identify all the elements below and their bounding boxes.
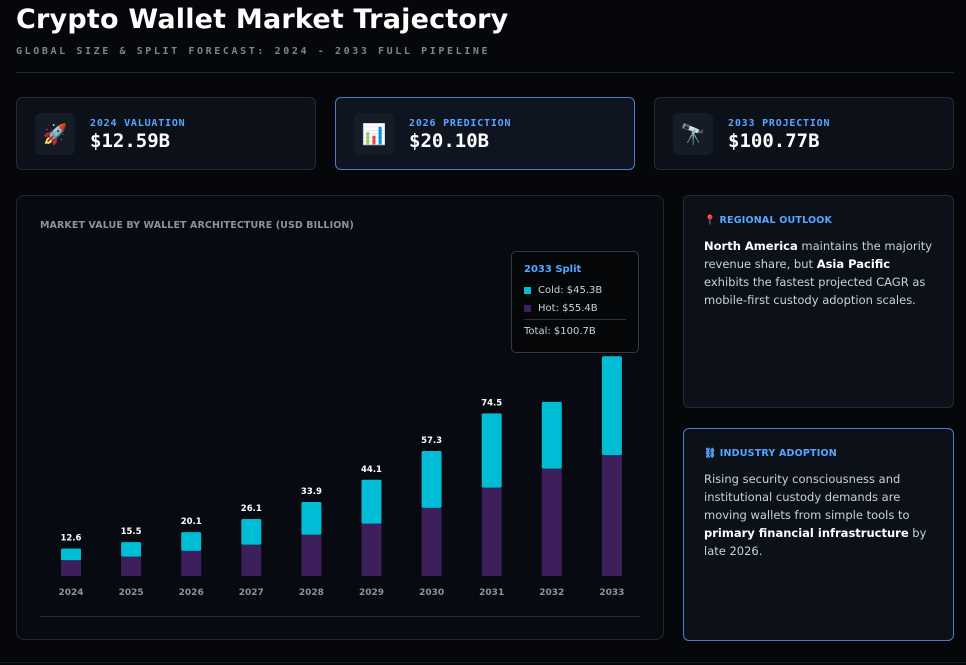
x-tick-label: 2033 bbox=[599, 588, 624, 598]
hot-swatch bbox=[524, 305, 531, 312]
kpi-value: $100.77B bbox=[728, 130, 820, 152]
regional-outlook-card: 📍 REGIONAL OUTLOOK North America maintai… bbox=[683, 195, 954, 408]
rocket-icon: 🚀 bbox=[35, 113, 75, 155]
x-tick-label: 2025 bbox=[119, 588, 144, 598]
tooltip-row-hot: Hot: $55.4B bbox=[524, 303, 598, 314]
industry-adoption-heading: ⛓ INDUSTRY ADOPTION bbox=[704, 448, 837, 459]
bar-hot-2026 bbox=[181, 550, 202, 576]
bar-cold-2028 bbox=[301, 502, 322, 535]
bar-hot-2029 bbox=[361, 523, 382, 576]
tooltip-cold-value: Cold: $45.3B bbox=[538, 285, 603, 296]
regional-outlook-heading: 📍 REGIONAL OUTLOOK bbox=[704, 215, 833, 226]
bar-cold-2026 bbox=[181, 532, 202, 551]
text-segment: maintains the majority revenue share, bu… bbox=[704, 239, 933, 271]
industry-adoption-text: Rising security consciousness and instit… bbox=[704, 470, 935, 560]
x-tick-label: 2028 bbox=[299, 588, 324, 598]
x-tick-label: 2031 bbox=[479, 588, 504, 598]
highlight-asia-pacific: Asia Pacific bbox=[816, 257, 891, 271]
bar-chart-icon: 📊 bbox=[354, 113, 394, 155]
x-tick-label: 2026 bbox=[179, 588, 204, 598]
kpi-label: 2033 PROJECTION bbox=[728, 118, 831, 129]
chart-title: MARKET VALUE BY WALLET ARCHITECTURE (USD… bbox=[40, 220, 354, 231]
stacked-bar-chart: 12.6 2024 15.5 2025 20.1 2026 26.1 2027 33.9 2028… bbox=[58, 356, 624, 598]
kpi-value: $20.10B bbox=[409, 130, 490, 152]
bar-cold-2030 bbox=[421, 450, 442, 508]
bar-hot-2030 bbox=[421, 507, 442, 576]
bar-cold-2029 bbox=[361, 479, 382, 524]
bar-hot-2033 bbox=[601, 455, 622, 576]
bar-cold-2024 bbox=[61, 548, 81, 561]
cold-swatch bbox=[524, 287, 531, 294]
bar-hot-2028 bbox=[301, 534, 322, 576]
kpi-value: $12.59B bbox=[90, 130, 171, 152]
bar-total-label: 12.6 bbox=[61, 534, 82, 544]
kpi-label: 2026 PREDICTION bbox=[409, 118, 512, 129]
text-segment: exhibits the fastest projected CAGR as m… bbox=[704, 275, 926, 307]
chart-tooltip: 2033 Split Cold: $45.3B Hot: $55.4B Tota… bbox=[511, 251, 639, 353]
tooltip-total: Total: $100.7B bbox=[524, 326, 596, 337]
bar-total-label: 74.5 bbox=[481, 398, 502, 408]
kpi-card-2033[interactable]: 🔭 2033 PROJECTION $100.77B bbox=[654, 97, 954, 170]
bar-total-label: 26.1 bbox=[241, 504, 262, 514]
highlight-north-america: North America bbox=[704, 239, 798, 253]
bar-cold-2031 bbox=[481, 413, 502, 488]
header-divider bbox=[16, 72, 954, 73]
page-subtitle: GLOBAL SIZE & SPLIT FORECAST: 2024 - 203… bbox=[16, 46, 491, 57]
tooltip-row-cold: Cold: $45.3B bbox=[524, 285, 602, 296]
x-tick-label: 2032 bbox=[539, 588, 564, 598]
x-tick-label: 2029 bbox=[359, 588, 384, 598]
regional-outlook-text: North America maintains the majority rev… bbox=[704, 237, 935, 309]
kpi-card-2026[interactable]: 📊 2026 PREDICTION $20.10B bbox=[335, 97, 635, 170]
bar-total-label: 33.9 bbox=[301, 487, 322, 497]
industry-adoption-card: ⛓ INDUSTRY ADOPTION Rising security cons… bbox=[683, 428, 954, 641]
bar-hot-2032 bbox=[541, 468, 562, 576]
tooltip-title: 2033 Split bbox=[524, 264, 582, 275]
bar-total-label: 15.5 bbox=[121, 527, 142, 537]
bar-hot-2031 bbox=[481, 487, 502, 576]
bar-hot-2024 bbox=[61, 560, 81, 576]
telescope-icon: 🔭 bbox=[673, 113, 713, 155]
text-segment: by late 2026. bbox=[704, 526, 927, 558]
page-title: Crypto Wallet Market Trajectory bbox=[16, 4, 509, 35]
kpi-card-2024[interactable]: 🚀 2024 VALUATION $12.59B bbox=[16, 97, 316, 170]
tooltip-divider bbox=[524, 319, 626, 320]
bar-cold-2027 bbox=[241, 519, 262, 545]
tooltip-hot-value: Hot: $55.4B bbox=[538, 303, 598, 314]
x-tick-label: 2030 bbox=[419, 588, 444, 598]
kpi-label: 2024 VALUATION bbox=[90, 118, 186, 129]
page-bottom-divider bbox=[0, 662, 966, 663]
text-segment: Rising security consciousness and instit… bbox=[704, 472, 910, 522]
bar-cold-2033 bbox=[601, 356, 622, 456]
x-tick-label: 2024 bbox=[58, 588, 83, 598]
bar-cold-2025 bbox=[121, 542, 142, 557]
bar-total-label: 20.1 bbox=[181, 517, 202, 527]
highlight-primary-infrastructure: primary financial infrastructure bbox=[704, 526, 909, 540]
bar-hot-2027 bbox=[241, 544, 262, 576]
bar-total-label: 44.1 bbox=[361, 465, 382, 475]
chart-baseline bbox=[40, 616, 640, 617]
x-tick-label: 2027 bbox=[239, 588, 264, 598]
bar-hot-2025 bbox=[121, 556, 142, 576]
bar-cold-2032 bbox=[541, 401, 562, 469]
bar-total-label: 57.3 bbox=[421, 436, 442, 446]
